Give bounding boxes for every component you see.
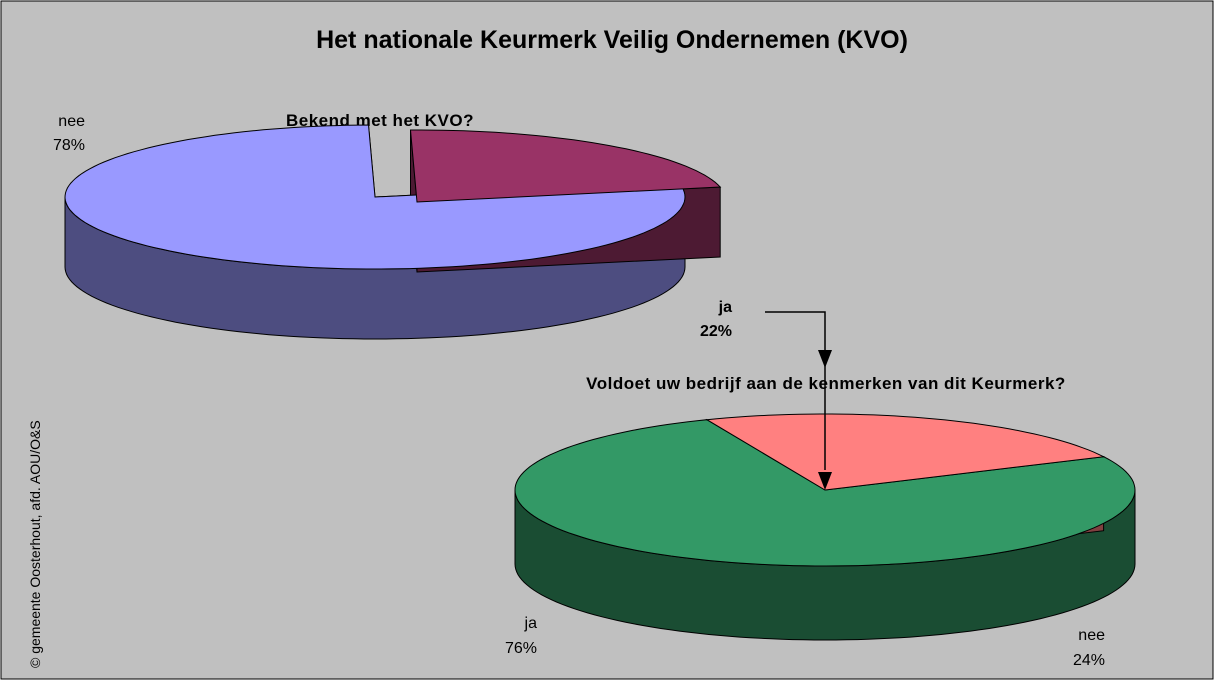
credit: © gemeente Oosterhout, afd. AOU/O&S: [27, 420, 43, 668]
slice-label: nee: [1078, 627, 1105, 644]
slice-value-label: 22%: [700, 323, 732, 340]
slice-label: ja: [524, 615, 538, 632]
slice: [514, 419, 1136, 567]
slice: [705, 413, 1106, 491]
chart-title: Het nationale Keurmerk Veilig Ondernemen…: [316, 26, 908, 54]
pie-title: Voldoet uw bedrijf aan de kenmerken van …: [586, 374, 1066, 393]
arrow-head: [818, 472, 832, 490]
slice-label: nee: [58, 113, 85, 130]
slice: [64, 124, 686, 270]
slice-label: ja: [718, 299, 732, 316]
slice-value-label: 76%: [505, 640, 537, 657]
connector: [765, 311, 826, 470]
slice-value-label: 24%: [1073, 652, 1105, 669]
slice-value-label: 78%: [53, 137, 85, 154]
arrow-head: [818, 350, 832, 368]
slice: [409, 129, 722, 203]
